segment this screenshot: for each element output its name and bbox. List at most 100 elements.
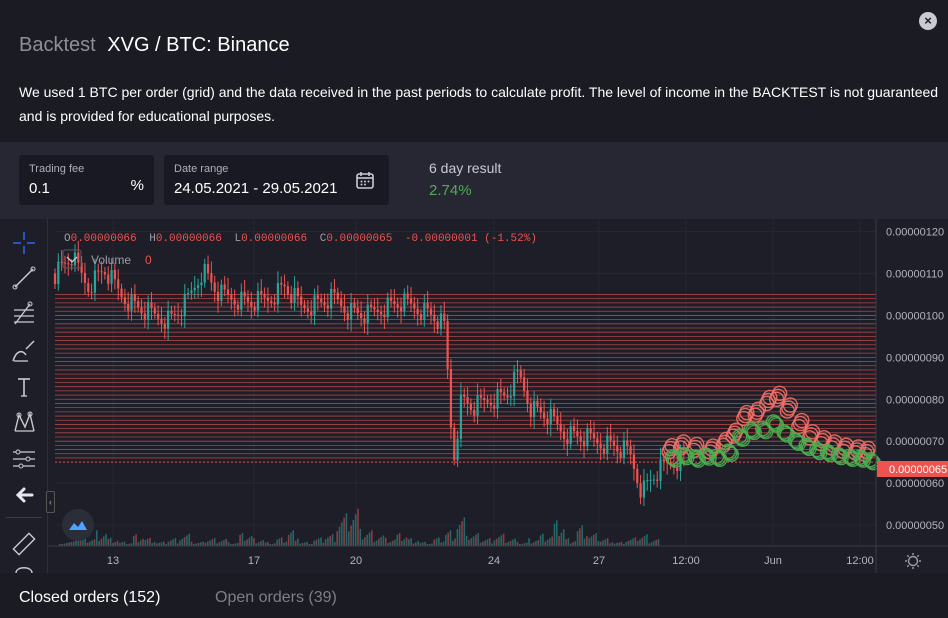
time-tick-label: 20 (350, 555, 362, 567)
price-chart[interactable]: 0.00000120 0.00000110 0.00000100 0.00000090… (0, 219, 948, 573)
legend-toggle-button[interactable] (62, 249, 82, 269)
chart-settings-icon[interactable] (905, 553, 921, 569)
close-icon[interactable]: × (919, 12, 937, 30)
buy-marker (699, 448, 716, 465)
volume-bar (119, 542, 121, 546)
time-axis[interactable]: 13 17 20 24 27 12:00 Jun 12:00 (107, 555, 874, 567)
volume-bar (456, 529, 459, 546)
candle-body (619, 451, 622, 458)
candle-body (80, 262, 83, 273)
ruler-icon[interactable] (10, 530, 38, 558)
price-axis[interactable]: 0.00000120 0.00000110 0.00000100 0.00000090… (886, 227, 944, 532)
sell-marker (737, 407, 754, 424)
back-arrow-icon[interactable] (10, 481, 38, 509)
candle-body (449, 368, 453, 428)
price-tick-label: 0.00000060 (886, 478, 944, 490)
volume-bar (602, 540, 604, 546)
volume-bar (403, 539, 406, 546)
volume-bar (156, 543, 158, 546)
candle-body (626, 440, 629, 447)
tradingview-logo[interactable] (62, 509, 94, 541)
volume-bar (414, 542, 417, 546)
volume-bar (77, 538, 80, 546)
candle-body (566, 439, 569, 445)
volume-bar (132, 535, 135, 546)
candle-body (646, 480, 649, 482)
volume-bar (220, 541, 223, 546)
trend-line-icon[interactable] (10, 264, 38, 292)
candle-body (393, 300, 396, 305)
trade-markers (661, 385, 881, 471)
candle-body (216, 291, 220, 302)
fib-icon[interactable] (10, 300, 38, 328)
candle-body (87, 282, 90, 292)
price-tick-label: 0.00000070 (886, 436, 944, 448)
calendar-icon[interactable] (355, 170, 375, 190)
collapse-toolbar-button[interactable]: ‹ (46, 491, 55, 513)
h-value: 0.00000066 (156, 233, 222, 245)
candle-body (213, 282, 216, 292)
candle-body (67, 263, 70, 265)
time-tick-label: 13 (107, 555, 119, 567)
candle-body (656, 479, 659, 481)
volume-bar (535, 541, 537, 546)
tab-open-orders[interactable]: Open orders (39) (215, 589, 337, 606)
candle-body (196, 285, 200, 288)
candle-body (436, 321, 439, 329)
chart-container[interactable]: ‹ 0.00000120 0.00000110 0.00000100 0.000000… (0, 219, 948, 573)
candle-body (120, 288, 123, 298)
volume-bar (375, 540, 378, 546)
candle-body (596, 438, 599, 444)
trading-fee-field[interactable]: Trading fee 0.1 % (19, 155, 154, 205)
candle-body (662, 459, 665, 462)
text-icon[interactable] (10, 373, 38, 401)
date-range-input[interactable]: 24.05.2021 - 29.05.2021 (174, 180, 338, 197)
candle-body (63, 262, 67, 264)
volume-bar (313, 540, 315, 546)
date-range-field[interactable]: Date range 24.05.2021 - 29.05.2021 (164, 155, 389, 205)
pattern-icon[interactable] (10, 409, 38, 437)
candle-body (409, 298, 413, 304)
trading-fee-input[interactable]: 0.1 (29, 180, 50, 197)
volume-bar (482, 541, 484, 546)
candle-body (556, 416, 559, 424)
volume-bar (502, 533, 505, 546)
candle-body (210, 273, 213, 283)
volume-bar (227, 541, 230, 546)
volume-bar (417, 541, 419, 546)
buy-marker (767, 415, 783, 432)
volume-histogram (59, 508, 660, 546)
volume-bar (331, 534, 334, 546)
volume-bar (68, 542, 70, 546)
candle-body (143, 313, 146, 320)
volume-bar (290, 532, 292, 546)
candle-body (682, 451, 685, 455)
volume-bar (514, 538, 516, 546)
tab-closed-orders[interactable]: Closed orders (152) (19, 589, 161, 606)
candle-body (386, 297, 389, 318)
measure-icon[interactable] (10, 445, 38, 473)
volume-bar (70, 541, 73, 546)
candle-body (260, 290, 263, 295)
volume-bar (525, 542, 528, 546)
volume-bar (387, 543, 389, 546)
volume-bar (468, 539, 470, 546)
candle-body (180, 315, 183, 317)
candle-body (163, 323, 166, 329)
magnet-icon[interactable] (10, 564, 38, 573)
volume-bar (190, 541, 193, 546)
candle-body (602, 448, 606, 454)
buy-marker (852, 449, 869, 465)
crosshair-icon[interactable] (10, 229, 38, 257)
time-tick-label: 12:00 (846, 555, 874, 567)
candle-body (559, 423, 562, 432)
sell-marker (781, 400, 797, 416)
volume-bar (61, 544, 63, 546)
brush-icon[interactable] (10, 337, 38, 365)
volume-bar (93, 539, 96, 546)
candle-body (586, 428, 589, 447)
volume-bar (112, 543, 114, 546)
candle-body (389, 297, 393, 301)
volume-bar (616, 543, 618, 546)
buy-marker (732, 428, 748, 444)
